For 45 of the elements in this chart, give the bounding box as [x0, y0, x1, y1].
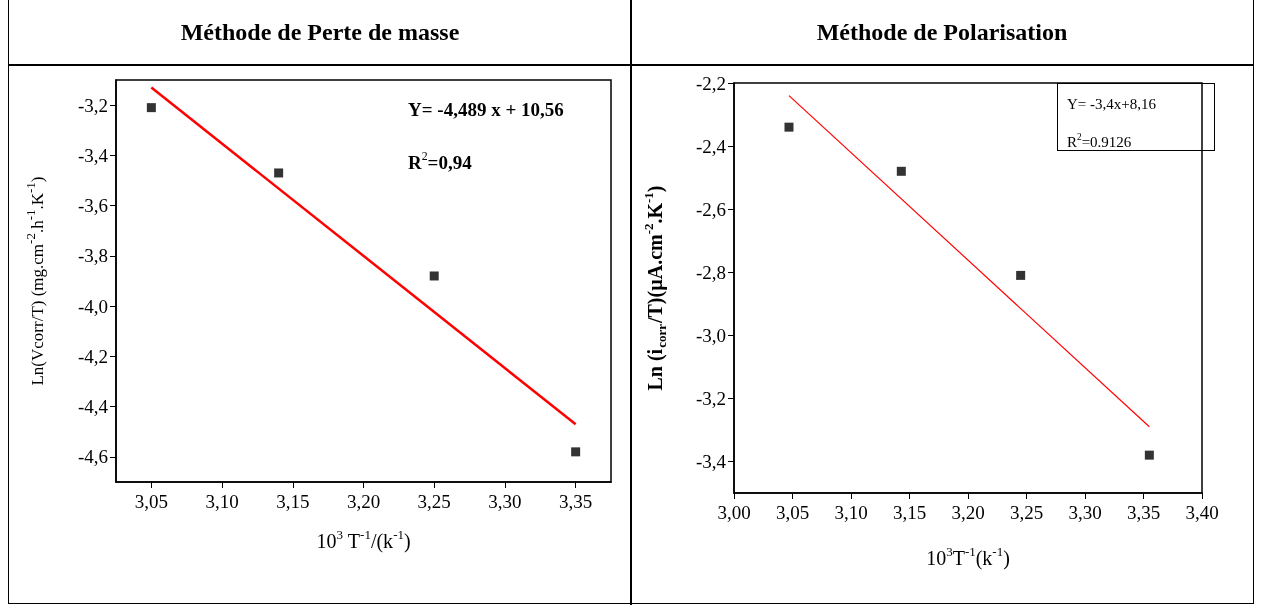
y-tick-label: -3,2: [695, 387, 726, 409]
x-tick-label: 3,40: [1185, 502, 1219, 523]
x-tick-label: 3,30: [1068, 502, 1102, 523]
y-axis-title: Ln (icorr/T)(µA.cm-2.K-1): [641, 185, 669, 391]
point: [274, 168, 284, 178]
point: [1144, 450, 1154, 460]
x-tick-label: 3,15: [892, 502, 927, 523]
annotation: Y= -4,489 x + 10,56: [408, 99, 564, 120]
y-tick-label: -3,8: [77, 245, 108, 267]
y-tick-label: -4,0: [77, 295, 108, 317]
y-axis-title: Ln(Vcorr/T) (mg.cm-2.h-1.K-1): [23, 176, 47, 386]
x-tick-label: 3,05: [134, 491, 168, 512]
chart-title: Méthode de Polarisation: [815, 18, 1069, 47]
y-tick-label: -2,4: [695, 135, 727, 157]
point: [1016, 270, 1026, 280]
y-tick-label: -4,2: [77, 345, 108, 367]
point: [784, 122, 794, 132]
y-tick-label: -3,6: [77, 195, 108, 217]
x-tick-label: 3,30: [488, 491, 522, 512]
chart-title: Méthode de Perte de masse: [179, 18, 461, 47]
y-tick-label: -3,2: [77, 94, 108, 116]
x-tick-label: 3,35: [1126, 502, 1161, 523]
y-tick-label: -2,2: [695, 72, 726, 94]
x-tick-label: 3,05: [775, 502, 810, 523]
x-tick-label: 3,20: [346, 491, 381, 512]
y-tick-label: -2,8: [695, 261, 726, 283]
x-tick-label: 3,25: [417, 491, 451, 512]
x-tick-label: 3,25: [1009, 502, 1044, 523]
y-tick-label: -3,4: [695, 450, 727, 472]
point: [429, 271, 439, 281]
y-tick-label: -2,6: [695, 198, 726, 220]
y-tick-label: -4,4: [77, 396, 109, 418]
x-tick-label: 3,15: [276, 491, 310, 512]
point: [571, 447, 581, 457]
x-tick-label: 3,10: [205, 491, 239, 512]
y-tick-label: -3,4: [77, 144, 109, 166]
x-tick-label: 3,35: [559, 491, 593, 512]
x-tick-label: 3,00: [717, 502, 751, 523]
y-tick-label: -3,0: [695, 324, 726, 346]
point: [146, 103, 156, 113]
x-tick-label: 3,10: [834, 502, 868, 523]
y-tick-label: -4,6: [77, 446, 108, 468]
point: [896, 166, 906, 176]
x-tick-label: 3,20: [951, 502, 985, 523]
annotation: Y= -3,4x+8,16: [1067, 95, 1157, 112]
